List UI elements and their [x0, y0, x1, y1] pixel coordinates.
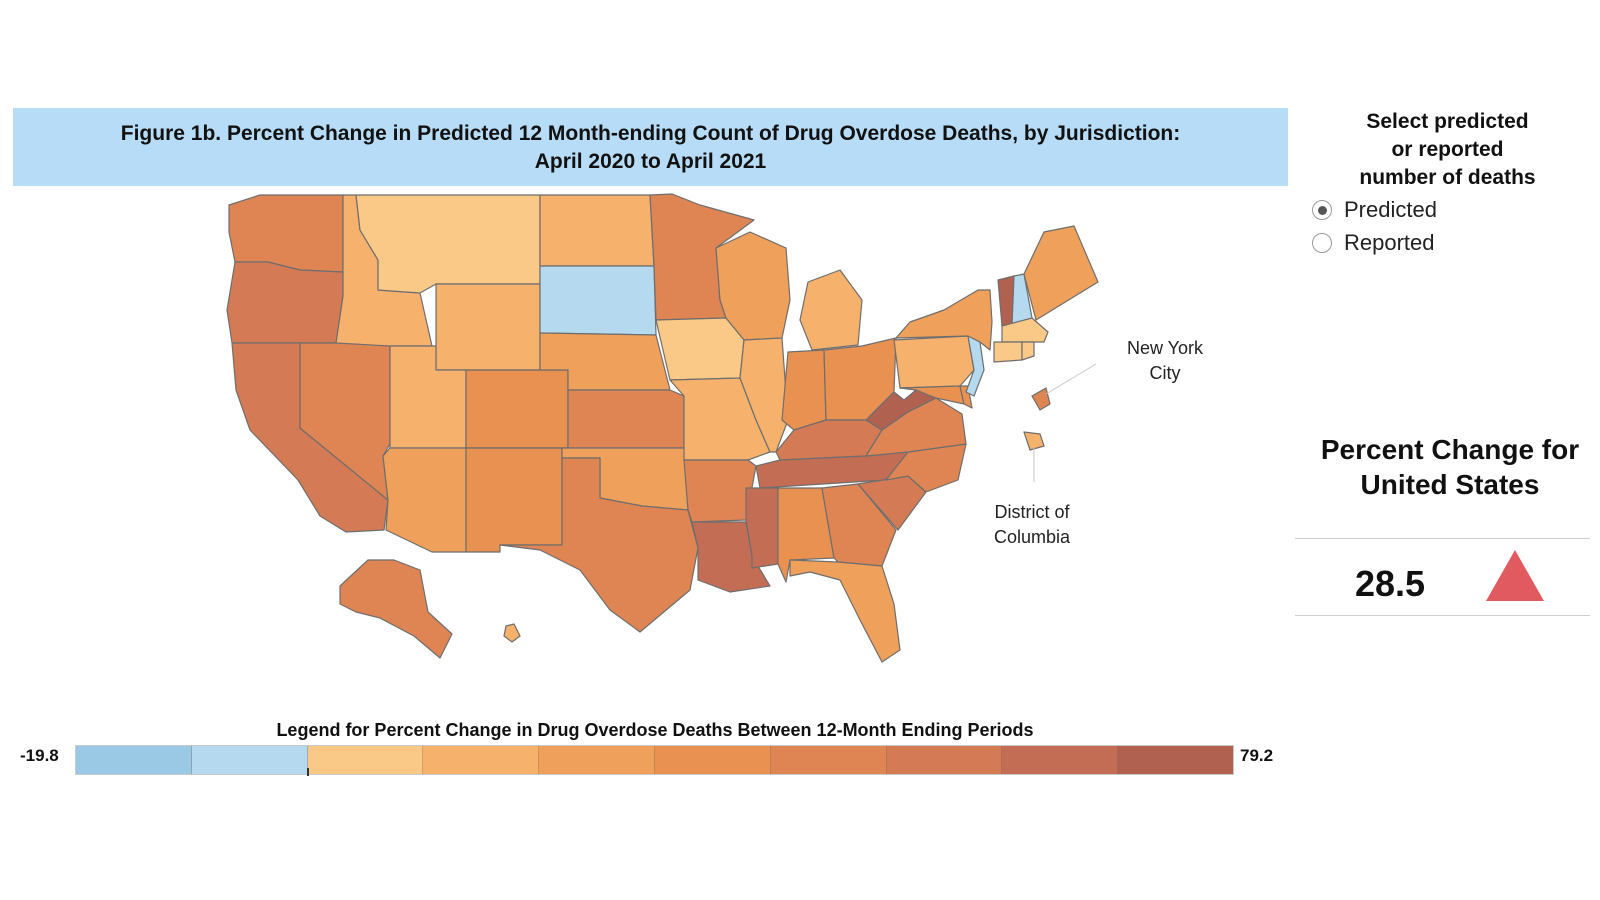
legend-title: Legend for Percent Change in Drug Overdo…	[276, 720, 1034, 740]
state-CO[interactable]	[465, 369, 569, 449]
legend-bin-7	[770, 746, 887, 774]
figure-title-line2: April 2020 to April 2021	[534, 150, 767, 173]
state-MD[interactable]	[899, 385, 965, 405]
nyc-annotation-line2: City	[1149, 363, 1181, 383]
nyc-callout-line	[1045, 363, 1097, 395]
us-summary-title-line2: United States	[1360, 469, 1540, 500]
state-MT[interactable]	[355, 194, 541, 294]
figure-title-line1: Figure 1b. Percent Change in Predicted 1…	[120, 122, 1181, 145]
state-MI[interactable]	[799, 269, 863, 351]
selector-title-line2: or reported	[1391, 138, 1504, 161]
state-FL[interactable]	[789, 559, 901, 663]
state-WY[interactable]	[435, 283, 541, 371]
state-NYC[interactable]	[1031, 387, 1051, 411]
radio-reported-circle[interactable]	[1312, 233, 1332, 253]
legend-zero-tick	[307, 768, 309, 776]
dc-annotation-line1: District of	[994, 502, 1070, 522]
legend-bin-2	[191, 746, 308, 774]
state-IA[interactable]	[655, 317, 745, 381]
us-choropleth-map	[226, 193, 1099, 663]
state-NY[interactable]	[895, 289, 993, 351]
state-MA[interactable]	[1001, 317, 1049, 343]
state-SD[interactable]	[539, 265, 657, 336]
legend-bin-10	[1118, 746, 1233, 774]
radio-reported[interactable]: Reported	[1312, 230, 1435, 256]
state-AZ[interactable]	[382, 447, 467, 553]
legend-bin-6	[654, 746, 771, 774]
legend-min-label: -19.8	[20, 746, 59, 765]
state-AR[interactable]	[683, 459, 757, 523]
radio-predicted[interactable]: Predicted	[1312, 197, 1437, 223]
state-AK[interactable]	[339, 559, 453, 659]
radio-predicted-label[interactable]: Predicted	[1344, 197, 1437, 222]
state-PA[interactable]	[893, 335, 975, 389]
legend-max-label: 79.2	[1240, 746, 1274, 765]
state-ND[interactable]	[539, 194, 655, 267]
divider	[1295, 538, 1590, 539]
figure-title-band: Figure 1b. Percent Change in Predicted 1…	[13, 108, 1288, 186]
state-HI[interactable]	[503, 623, 521, 643]
selector-title: Select predicted or reported number of d…	[1300, 108, 1595, 192]
radio-selected-dot	[1317, 205, 1327, 215]
figure-title: Figure 1b. Percent Change in Predicted 1…	[13, 120, 1288, 176]
dc-annotation: District of Columbia	[972, 500, 1092, 550]
selector-title-line3: number of deaths	[1359, 166, 1536, 189]
radio-predicted-circle[interactable]	[1312, 200, 1332, 220]
legend-bin-1	[76, 746, 192, 774]
legend-color-bar	[75, 745, 1234, 775]
state-KS[interactable]	[567, 389, 685, 449]
selector-title-line1: Select predicted	[1366, 110, 1529, 133]
state-IN[interactable]	[781, 349, 827, 431]
state-VT[interactable]	[997, 275, 1015, 327]
us-summary-title-line1: Percent Change for	[1320, 434, 1580, 465]
state-CT[interactable]	[993, 341, 1023, 363]
us-summary-title: Percent Change for United States	[1300, 432, 1600, 502]
nyc-annotation-line1: New York	[1126, 338, 1204, 358]
legend-bin-9	[1002, 746, 1119, 774]
state-OR[interactable]	[226, 261, 344, 344]
state-IL[interactable]	[739, 337, 789, 453]
legend-bin-4	[423, 746, 540, 774]
state-NM[interactable]	[465, 447, 563, 553]
divider	[1295, 615, 1590, 616]
state-DC[interactable]	[1023, 431, 1045, 451]
state-RI[interactable]	[1021, 341, 1035, 361]
nyc-annotation: New York City	[1105, 336, 1225, 386]
radio-reported-label[interactable]: Reported	[1344, 230, 1435, 255]
legend-bin-8	[886, 746, 1003, 774]
state-ME[interactable]	[1023, 225, 1099, 321]
state-TX[interactable]	[499, 457, 699, 633]
us-percent-change-value: 28.5	[1355, 563, 1426, 604]
up-triangle-icon	[1486, 550, 1544, 601]
state-WA[interactable]	[228, 194, 344, 273]
legend-bin-3	[307, 746, 424, 774]
legend-bin-5	[539, 746, 655, 774]
dc-annotation-line2: Columbia	[993, 527, 1071, 547]
